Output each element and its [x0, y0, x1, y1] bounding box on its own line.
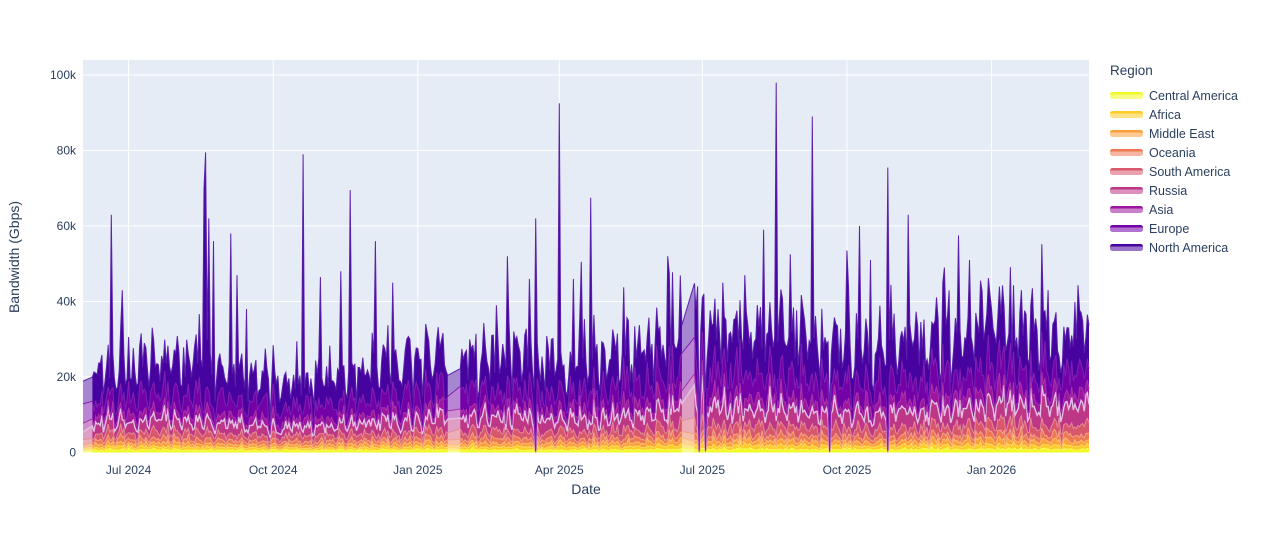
legend-item-label: North America — [1149, 240, 1229, 255]
legend-item-label: Oceania — [1149, 145, 1196, 160]
area-russia[interactable] — [83, 374, 1089, 453]
y-tick-label: 60k — [57, 219, 77, 233]
legend-item-oceania[interactable]: Oceania — [1110, 143, 1238, 162]
x-tick-label: Jul 2025 — [680, 463, 726, 477]
y-tick-label: 100k — [50, 68, 77, 82]
legend-item-middle-east[interactable]: Middle East — [1110, 124, 1238, 143]
legend-swatch — [1110, 149, 1143, 156]
x-tick-label: Apr 2025 — [535, 463, 584, 477]
legend-item-label: South America — [1149, 164, 1231, 179]
area-outlines — [82, 82, 1090, 455]
legend-swatch — [1110, 130, 1143, 137]
x-tick-label: Oct 2024 — [249, 463, 298, 477]
y-tick-label: 80k — [57, 144, 77, 158]
y-axis-title: Bandwidth (Gbps) — [6, 200, 22, 314]
legend-item-africa[interactable]: Africa — [1110, 105, 1238, 124]
legend-swatch — [1110, 225, 1143, 232]
legend-items: Central America Africa Middle East Oceania S… — [1110, 86, 1238, 257]
legend-swatch — [1110, 244, 1143, 251]
legend-item-label: Central America — [1149, 88, 1238, 103]
y-tick-label: 0 — [69, 446, 76, 460]
legend-item-label: Asia — [1149, 202, 1174, 217]
legend-item-label: Europe — [1149, 221, 1190, 236]
legend-swatch — [1110, 168, 1143, 175]
legend-swatch — [1110, 111, 1143, 118]
legend-swatch — [1110, 92, 1143, 99]
legend-item-europe[interactable]: Europe — [1110, 219, 1238, 238]
legend-item-south-america[interactable]: South America — [1110, 162, 1238, 181]
y-tick-label: 40k — [57, 295, 77, 309]
legend-item-north-america[interactable]: North America — [1110, 238, 1238, 257]
x-tick-label: Jan 2026 — [967, 463, 1017, 477]
legend-item-label: Africa — [1149, 107, 1181, 122]
legend-item-central-america[interactable]: Central America — [1110, 86, 1238, 105]
x-tick-label: Jul 2024 — [106, 463, 152, 477]
y-tick-label: 20k — [57, 370, 77, 384]
legend-item-asia[interactable]: Asia — [1110, 200, 1238, 219]
area-north-america[interactable] — [83, 82, 1089, 452]
legend-swatch — [1110, 187, 1143, 194]
x-axis-title: Date — [571, 481, 601, 497]
legend: Region Central America Africa Middle East O… — [1110, 63, 1238, 257]
area-asia[interactable] — [83, 360, 1089, 452]
legend-title: Region — [1110, 63, 1153, 78]
legend-item-label: Middle East — [1149, 126, 1215, 141]
legend-item-russia[interactable]: Russia — [1110, 181, 1238, 200]
legend-swatch — [1110, 206, 1143, 213]
axis-ticks: 0 20k 40k 60k 80k 100k Jul 2024 Oct 2024 Jan 202… — [50, 68, 1017, 477]
x-tick-label: Jan 2025 — [393, 463, 443, 477]
area-middle-east[interactable] — [83, 434, 1089, 453]
legend-item-label: Russia — [1149, 183, 1188, 198]
x-tick-label: Oct 2025 — [823, 463, 872, 477]
